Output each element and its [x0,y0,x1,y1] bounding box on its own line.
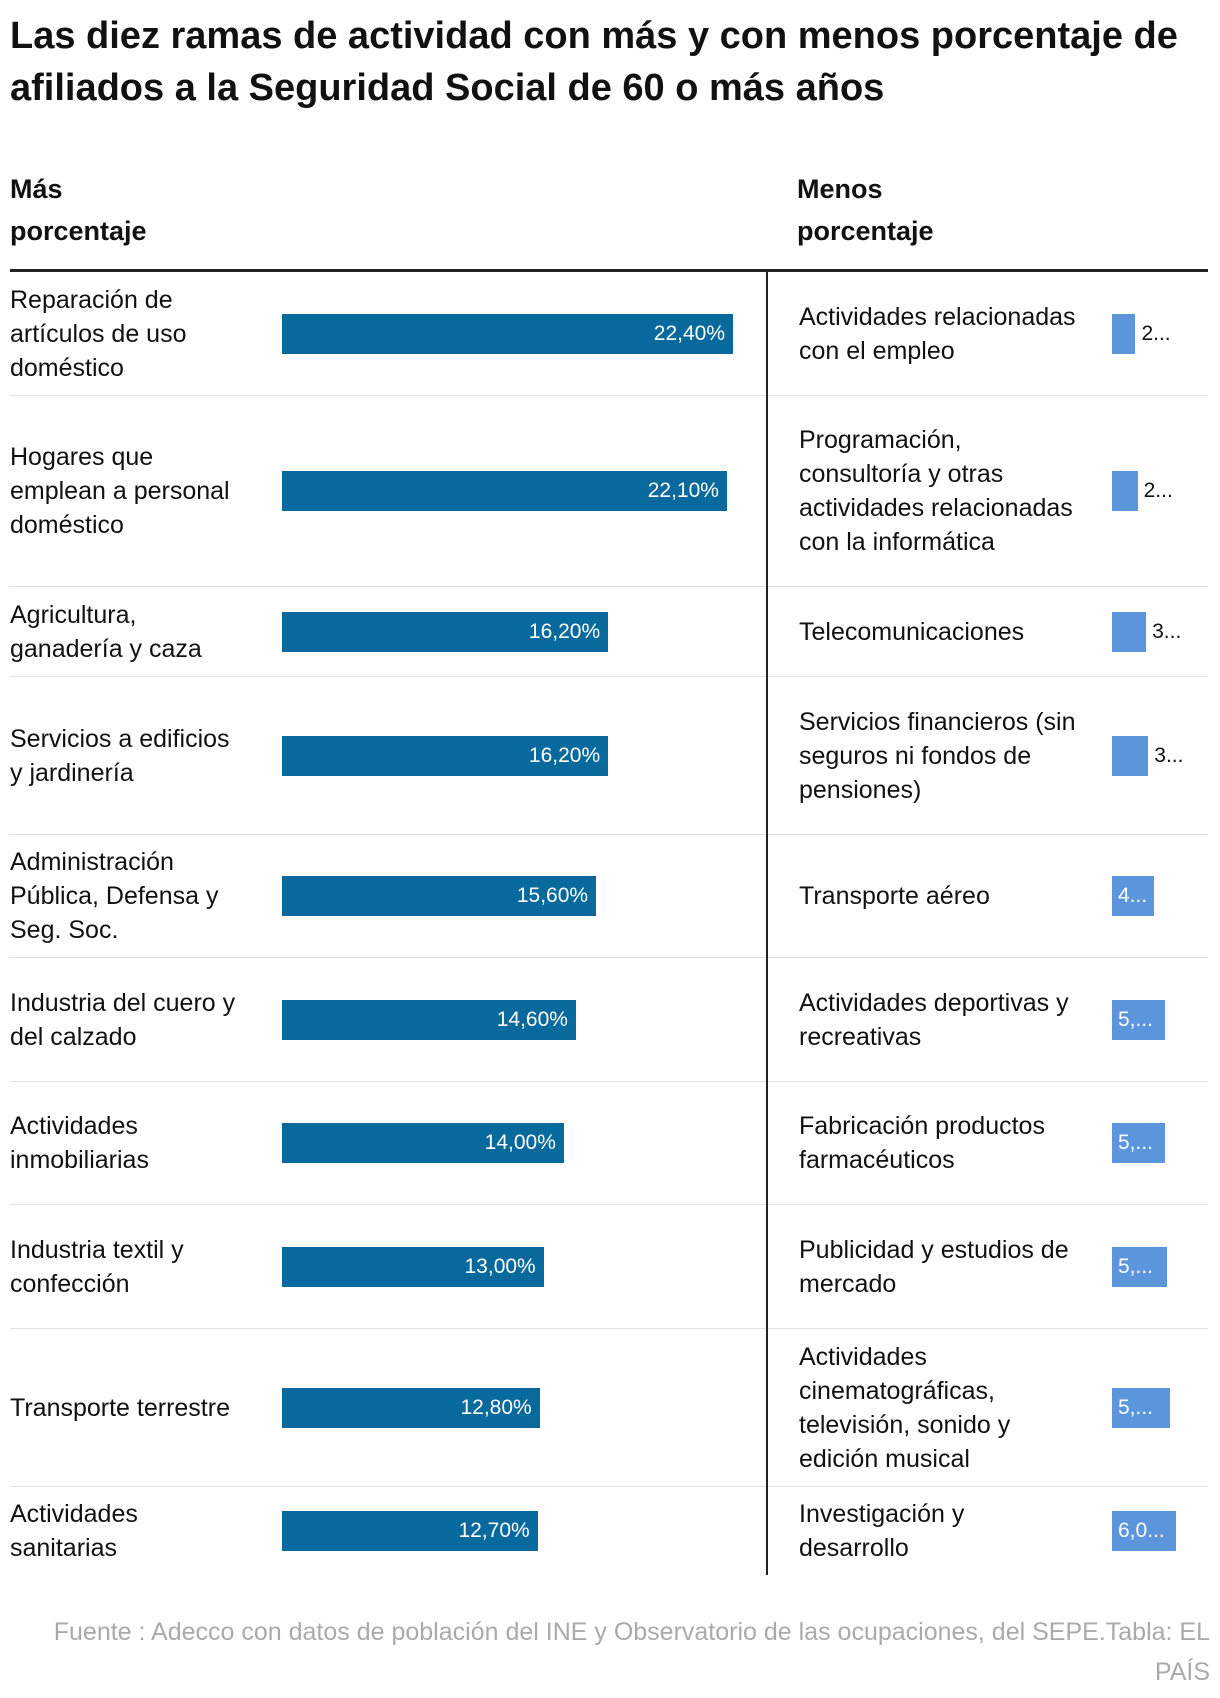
right-category-label: Actividades deportivas y recreativas [799,988,1069,1051]
table-row: Administración Pública, Defensa y Seg. S… [10,835,1208,958]
right-category-label: Investigación y desarrollo [799,1499,965,1562]
right-category-label: Actividades relacionadas con el empleo [799,302,1076,365]
right-bar: 5,... [1112,1123,1166,1163]
right-bar: 4... [1112,876,1154,916]
left-bar: 22,40% [282,313,733,354]
table-row: Agricultura, ganadería y caza 16,20% Telec… [10,587,1208,677]
right-bar-value: 2... [1143,479,1173,502]
right-bar-value: 3... [1152,619,1182,643]
left-bar: 15,60% [282,876,597,916]
right-category-label: Telecomunicaciones [799,617,1025,646]
left-category-label: Industria del cuero y del calzado [10,988,236,1051]
left-bar: 14,60% [282,999,576,1040]
right-bar [1112,735,1149,776]
table-row: Actividades inmobiliarias 14,00% Fabricaci… [10,1082,1208,1205]
left-category-label: Actividades inmobiliarias [10,1112,149,1174]
table-row: Industria textil y confección 13,00% Publi… [10,1205,1208,1329]
left-bar: 22,10% [282,471,727,511]
right-category-label: Fabricación productos farmacéuticos [799,1112,1045,1174]
right-category-label: Actividades cinematográficas, televisión… [799,1342,1011,1473]
left-category-label: Servicios a edificios y jardinería [10,724,230,787]
left-bar: 16,20% [282,735,609,776]
right-bar: 6,0... [1112,1510,1176,1551]
left-bar: 14,00% [282,1123,564,1163]
left-category-label: Actividades sanitarias [10,1499,138,1562]
page-title: Las diez ramas de actividad con más y co… [10,15,1178,109]
table-row: Actividades sanitarias 12,70% Investigació… [10,1487,1208,1574]
table-row: Industria del cuero y del calzado 14,60% A… [10,958,1208,1082]
right-category-label: Servicios financieros (sin seguros ni fo… [799,707,1076,804]
right-bar [1112,471,1138,511]
left-category-label: Agricultura, ganadería y caza [10,600,202,663]
right-bar [1112,611,1147,652]
right-category-label: Publicidad y estudios de mercado [799,1235,1069,1298]
left-category-label: Industria textil y confección [10,1235,184,1298]
left-bar: 12,70% [282,1510,538,1551]
right-bar: 5,... [1112,1387,1170,1428]
left-header: Más porcentaje [10,174,147,246]
table-row: Reparación de artículos de uso doméstico… [10,272,1208,396]
header-rule [10,269,1208,272]
table-row: Transporte terrestre 12,80% Actividades ci… [10,1329,1208,1487]
column-divider [766,272,768,1575]
left-category-label: Transporte terrestre [10,1393,230,1422]
left-bar: 12,80% [282,1387,540,1428]
right-category-label: Transporte aéreo [799,882,990,910]
right-bar [1112,313,1136,354]
source-footer: Fuente : Adecco con datos de población d… [53,1618,1210,1686]
table-row: Servicios a edificios y jardinería 16,20%… [10,677,1208,835]
right-category-label: Programación, consultoría y otras activi… [799,426,1073,556]
left-category-label: Hogares que emplean a personal doméstico [10,443,230,539]
left-category-label: Administración Pública, Defensa y Seg. S… [10,848,219,944]
right-bar-value: 3... [1154,743,1184,767]
table-row: Hogares que emplean a personal doméstico… [10,396,1208,587]
right-header: Menos porcentaje [797,174,934,246]
left-bar: 13,00% [282,1246,544,1287]
right-bar: 5,... [1112,999,1166,1040]
left-category-label: Reparación de artículos de uso doméstico [10,285,187,382]
left-bar: 16,20% [282,611,609,652]
right-bar-value: 2... [1141,321,1171,345]
right-bar: 5,... [1112,1246,1168,1287]
